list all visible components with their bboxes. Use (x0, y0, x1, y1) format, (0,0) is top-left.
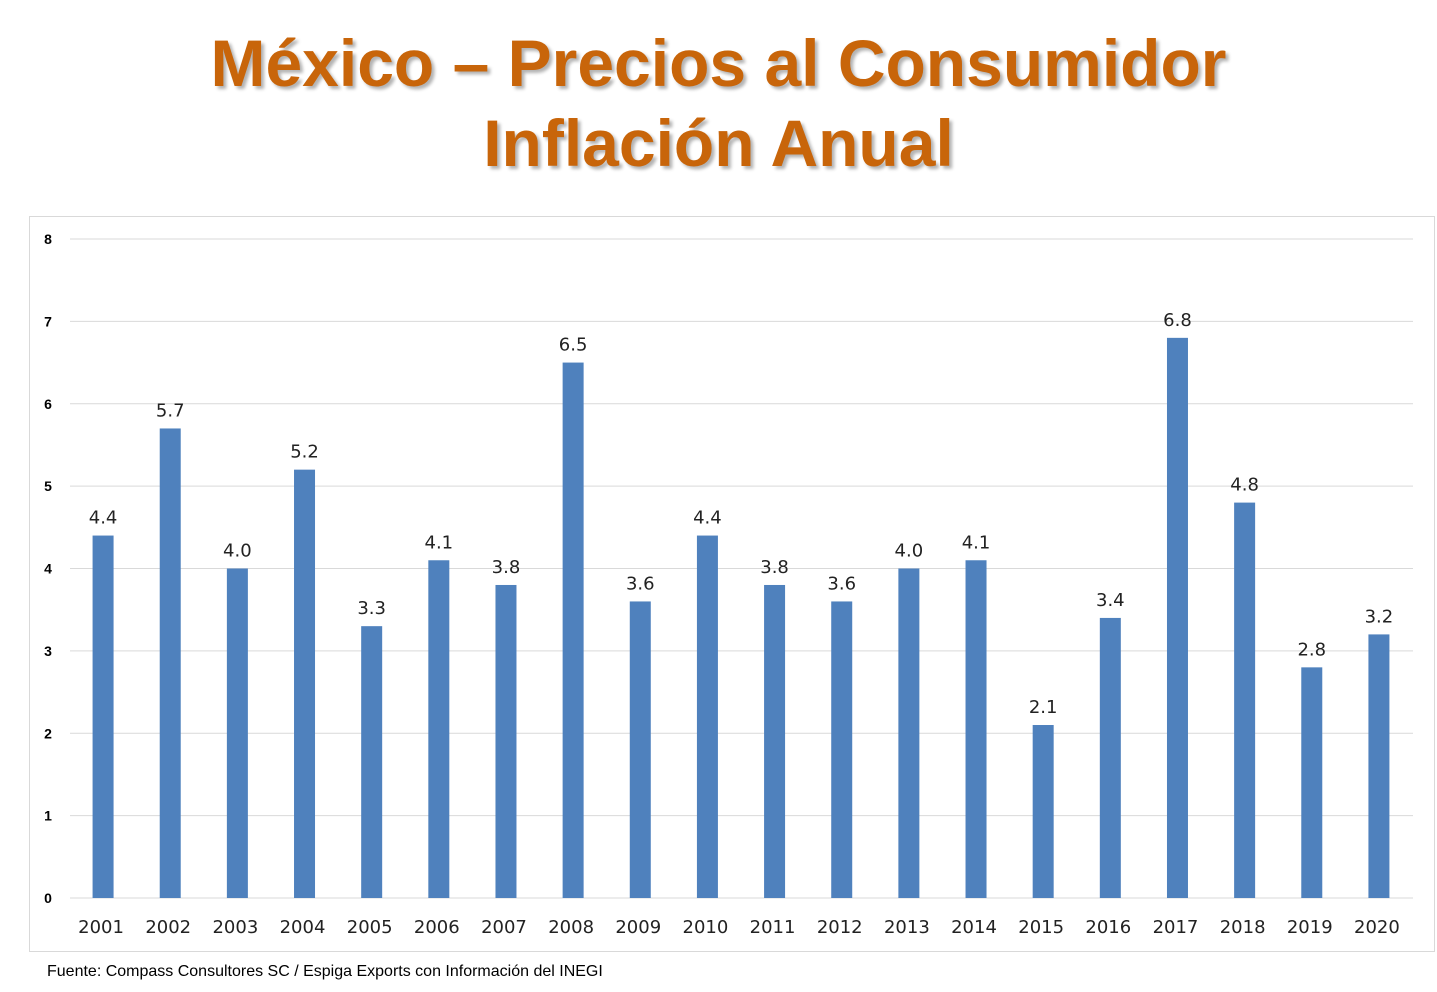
x-tick-label: 2012 (817, 917, 863, 938)
x-tick-label: 2015 (1018, 917, 1064, 938)
y-tick-label: 7 (44, 313, 52, 329)
x-tick-label: 2003 (212, 917, 258, 938)
y-tick-label: 2 (44, 725, 52, 741)
x-tick-label: 2009 (615, 917, 661, 938)
bar-2015 (1032, 725, 1054, 898)
bar-2019 (1301, 667, 1323, 898)
data-label: 4.4 (89, 508, 118, 529)
data-label: 4.4 (693, 508, 722, 529)
y-tick-label: 1 (44, 808, 52, 824)
y-tick-label: 5 (44, 478, 52, 494)
data-label: 3.8 (492, 557, 521, 578)
x-tick-label: 2018 (1220, 917, 1266, 938)
bar-2013 (898, 568, 920, 898)
data-label: 3.3 (357, 598, 386, 619)
x-tick-label: 2013 (884, 917, 930, 938)
y-tick-label: 6 (44, 396, 52, 412)
data-label: 3.4 (1096, 590, 1125, 611)
bar-2001 (92, 535, 114, 898)
bar-2002 (159, 428, 181, 898)
data-label: 3.6 (827, 573, 856, 594)
y-tick-label: 8 (44, 231, 52, 247)
x-tick-label: 2006 (414, 917, 460, 938)
chart-title-line1: México – Precios al Consumidor (210, 26, 1227, 100)
x-tick-label: 2016 (1085, 917, 1131, 938)
source-note: Fuente: Compass Consultores SC / Espiga … (47, 963, 603, 980)
data-label: 4.8 (1230, 475, 1259, 496)
bar-2010 (696, 535, 718, 898)
bar-2012 (831, 601, 853, 898)
x-tick-label: 2010 (683, 917, 729, 938)
chart-frame (29, 216, 1435, 952)
x-tick-label: 2002 (145, 917, 191, 938)
data-label: 2.8 (1297, 639, 1326, 660)
data-label: 3.8 (760, 557, 789, 578)
x-tick-label: 2019 (1287, 917, 1333, 938)
x-tick-label: 2005 (347, 917, 393, 938)
data-label: 4.0 (223, 541, 252, 562)
bar-2016 (1099, 617, 1121, 898)
chart-title-line2: Inflación Anual (483, 106, 954, 180)
bar-2006 (428, 560, 450, 898)
y-tick-label: 3 (44, 643, 52, 659)
x-tick-label: 2001 (78, 917, 124, 938)
x-tick-label: 2014 (951, 917, 997, 938)
x-tick-label: 2020 (1354, 917, 1400, 938)
data-label: 5.7 (156, 400, 185, 421)
y-tick-label: 0 (44, 890, 52, 906)
bar-2008 (562, 362, 584, 898)
data-label: 3.6 (626, 573, 655, 594)
data-label: 4.1 (425, 532, 454, 553)
data-label: 6.8 (1163, 310, 1192, 331)
data-label: 3.2 (1365, 606, 1394, 627)
bar-2020 (1368, 634, 1390, 898)
bar-2007 (495, 584, 517, 898)
bar-2014 (965, 560, 987, 898)
bar-2004 (294, 469, 316, 898)
data-label: 4.0 (895, 541, 924, 562)
x-tick-label: 2008 (548, 917, 594, 938)
y-tick-label: 4 (44, 561, 52, 577)
bar-2003 (226, 568, 248, 898)
x-tick-label: 2004 (280, 917, 326, 938)
data-label: 4.1 (962, 532, 991, 553)
bar-2005 (361, 626, 383, 898)
data-label: 6.5 (559, 335, 588, 356)
data-label: 2.1 (1029, 697, 1058, 718)
x-tick-label: 2011 (750, 917, 796, 938)
x-tick-label: 2017 (1153, 917, 1199, 938)
bar-2011 (764, 584, 786, 898)
x-tick-label: 2007 (481, 917, 527, 938)
bar-2018 (1234, 502, 1256, 898)
bar-2017 (1166, 337, 1188, 899)
data-label: 5.2 (290, 442, 319, 463)
bar-2009 (629, 601, 651, 898)
